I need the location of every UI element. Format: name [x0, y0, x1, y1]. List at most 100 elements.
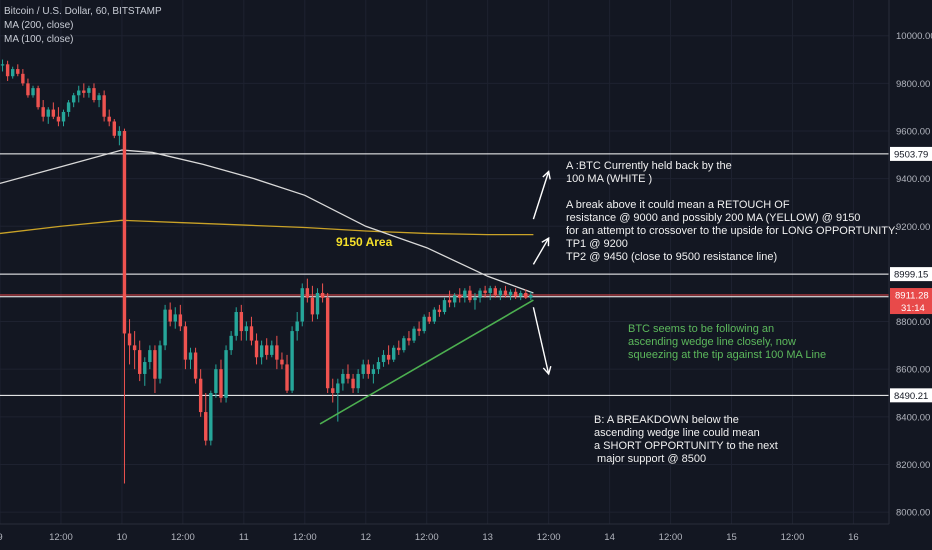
candle-up — [488, 288, 492, 293]
price-tick-label: 9800.00 — [896, 79, 930, 90]
time-axis[interactable]: 9 12:00 10 12:00 11 12:00 12 12:00 13 12:00 14 12:0… — [0, 523, 932, 550]
ascending-wedge-line — [319, 299, 534, 425]
candle-up — [31, 88, 35, 96]
candle-up — [519, 292, 523, 297]
price-tick-label: 8800.00 — [896, 317, 930, 328]
ma100-line — [0, 149, 534, 294]
candle-down — [275, 345, 279, 360]
candle-up — [0, 64, 5, 66]
candle-up — [11, 69, 15, 77]
candle-up — [188, 352, 193, 360]
candle-down — [92, 88, 96, 101]
candle-up — [229, 335, 233, 351]
candle-down — [524, 292, 528, 298]
time-tick-label: 12:00 — [49, 532, 73, 543]
candle-down — [26, 83, 30, 96]
time-tick-label: 16 — [848, 532, 859, 543]
candle-up — [148, 350, 152, 363]
horizontal-levels — [0, 153, 889, 396]
annotation-a-title: A :BTC Currently held back by the 100 MA… — [566, 160, 732, 185]
candle-down — [122, 131, 127, 334]
candle-up — [66, 102, 71, 112]
time-axis-bg — [0, 524, 932, 550]
candle-up — [87, 88, 91, 93]
annotation-wedge: BTC seems to be following an ascending w… — [628, 323, 827, 361]
candle-down — [254, 340, 259, 358]
candle-up — [295, 321, 299, 332]
ma200-legend[interactable]: MA (200, close) — [4, 20, 74, 31]
candle-down — [36, 88, 40, 108]
candle-up — [422, 316, 426, 332]
ma100-legend[interactable]: MA (100, close) — [4, 34, 74, 45]
arrow-shaft — [532, 237, 550, 265]
candle-up — [158, 345, 162, 379]
candle-up — [402, 338, 406, 351]
price-axis[interactable]: 8000.008200.008400.008600.008800.009000.… — [888, 0, 932, 550]
candle-down — [219, 369, 223, 398]
candle-up — [290, 331, 294, 391]
arrow-head — [542, 366, 552, 376]
candle-up — [46, 109, 50, 117]
time-tick-label: 12:00 — [293, 532, 317, 543]
candle-up — [173, 314, 177, 322]
candle-down — [193, 352, 198, 379]
candle-down — [132, 345, 137, 351]
candle-down — [249, 326, 254, 341]
candle-up — [498, 290, 503, 296]
candle-down — [82, 90, 86, 93]
candle-up — [529, 295, 533, 298]
current-price-label: 8911.28 — [895, 291, 929, 302]
candle-down — [437, 309, 442, 313]
candle-up — [244, 326, 249, 332]
candle-down — [407, 338, 411, 341]
candle-down — [112, 121, 116, 136]
candle-down — [198, 378, 203, 413]
symbol-title[interactable]: Bitcoin / U.S. Dollar, 60, BITSTAMP — [4, 6, 162, 17]
candle-up — [361, 364, 365, 374]
candle-up — [392, 347, 396, 360]
candle-down — [239, 312, 243, 332]
time-tick-label: 15 — [726, 532, 737, 543]
candle-down — [310, 297, 315, 315]
ma200-line — [0, 219, 534, 236]
candle-down — [397, 347, 401, 351]
candle-down — [41, 107, 45, 117]
candle-up — [381, 354, 386, 363]
candle-down — [5, 64, 10, 77]
candle-down — [178, 314, 183, 327]
chart-legend: Bitcoin / U.S. Dollar, 60, BITSTAMP MA (… — [4, 5, 162, 47]
candle-up — [473, 297, 477, 301]
bar-countdown-label: 31:14 — [901, 303, 925, 314]
candlesticks — [0, 59, 533, 484]
candle-down — [168, 309, 172, 322]
arrow-shaft — [532, 171, 550, 220]
arrow-head — [542, 170, 551, 180]
candle-up — [478, 290, 482, 298]
level-price-label: 8490.21 — [894, 391, 928, 402]
candle-down — [346, 373, 350, 379]
annotation-b: B: A BREAKDOWN below the ascending wedge… — [594, 414, 778, 465]
time-tick-label: 11 — [239, 532, 249, 543]
price-tick-label: 8200.00 — [896, 460, 930, 471]
arrow-head — [541, 236, 550, 247]
candle-up — [117, 131, 122, 136]
time-tick-label: 12:00 — [171, 532, 195, 543]
time-tick-label: 14 — [604, 532, 615, 543]
price-tick-label: 8600.00 — [896, 365, 930, 376]
candle-down — [468, 290, 472, 301]
candle-down — [204, 412, 208, 441]
candle-up — [432, 309, 437, 322]
moving-average-lines — [0, 149, 534, 294]
current-price-tag — [890, 288, 932, 315]
price-tick-label: 10000.00 — [896, 31, 932, 42]
price-tick-label: 9600.00 — [896, 127, 930, 138]
time-tick-label: 9 — [0, 532, 3, 543]
price-tick-label: 8000.00 — [896, 508, 930, 519]
candle-down — [458, 295, 462, 298]
candle-down — [447, 300, 452, 303]
candle-down — [51, 109, 56, 117]
candle-up — [77, 90, 81, 96]
time-tick-label: 12 — [360, 532, 371, 543]
candle-up — [224, 350, 228, 398]
